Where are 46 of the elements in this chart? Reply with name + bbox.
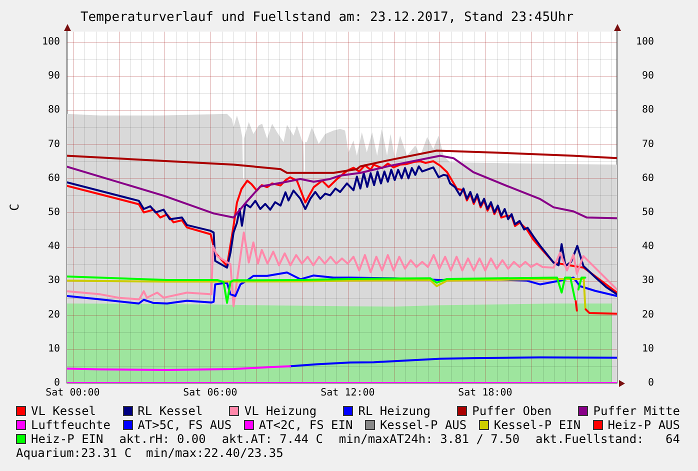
legend-label: Kessel-P AUS (378, 418, 467, 432)
y2-tick-label: 50 (642, 207, 654, 218)
text: akt.Fuellstand: 64 (535, 432, 680, 446)
legend-label: Heiz-P AUS (606, 418, 680, 432)
y2-tick-label: 20 (642, 309, 654, 320)
y2-tick-label: 40 (642, 241, 654, 252)
legend-label: Heiz-P EIN (30, 432, 104, 446)
y-tick-label: 30 (48, 275, 60, 286)
legend-label: AT>5C, FS AUS (136, 418, 232, 432)
y-tick-label: 60 (48, 172, 60, 184)
y-tick-label: 50 (48, 207, 60, 218)
legend-label: Puffer Oben (471, 404, 552, 418)
text: akt.AT: 7.44 C (222, 432, 323, 446)
legend-label: Kessel-P EIN (492, 418, 581, 432)
legend-label: VL Heizung (243, 404, 317, 418)
legend-label: AT<2C, FS EIN (258, 418, 353, 432)
y-tick-label: 20 (48, 309, 60, 320)
y-tick-label: 10 (48, 343, 60, 354)
x-tick-label: Sat 18:00 (458, 388, 512, 399)
y-tick-label: 90 (48, 70, 60, 82)
y2-tick-label: 10 (642, 343, 654, 354)
chart-title: Temperaturverlauf und Fuellstand am: 23.12.2017, Stand 23:45Uhr (80, 10, 574, 26)
y2-tick-label: 30 (642, 275, 654, 286)
y-tick-label: 100 (42, 36, 60, 48)
x-tick-label: Sat 06:00 (183, 388, 238, 399)
legend-label: RL Heizung (357, 404, 430, 418)
legend-label: Puffer Mitte (592, 404, 680, 418)
legend-label: Luftfeuchte (30, 418, 110, 432)
y-tick-label: 80 (48, 104, 60, 116)
y2-tick-label: 80 (642, 104, 654, 116)
y2-tick-label: 70 (642, 138, 654, 150)
legend-label: RL Kessel (136, 404, 203, 418)
x-tick-label: Sat 00:00 (46, 388, 100, 399)
text: Aquarium:23.31 C min/max:22.40/23.35 (16, 446, 284, 460)
y-tick-label: 0 (54, 378, 60, 389)
y2-tick-label: 0 (648, 378, 654, 389)
y2-tick-label: 90 (642, 70, 654, 82)
x-tick-label: Sat 12:00 (320, 388, 375, 399)
y-tick-label: 70 (48, 138, 60, 150)
y-axis-title: C (7, 204, 22, 211)
y2-tick-label: 100 (636, 36, 654, 48)
legend-label: VL Kessel (30, 404, 96, 418)
text: akt.rH: 0.00 (119, 432, 206, 446)
y-tick-label: 40 (48, 241, 60, 252)
text: min/maxAT24h: 3.81 / 7.50 (338, 432, 520, 446)
y2-tick-label: 60 (642, 172, 654, 184)
